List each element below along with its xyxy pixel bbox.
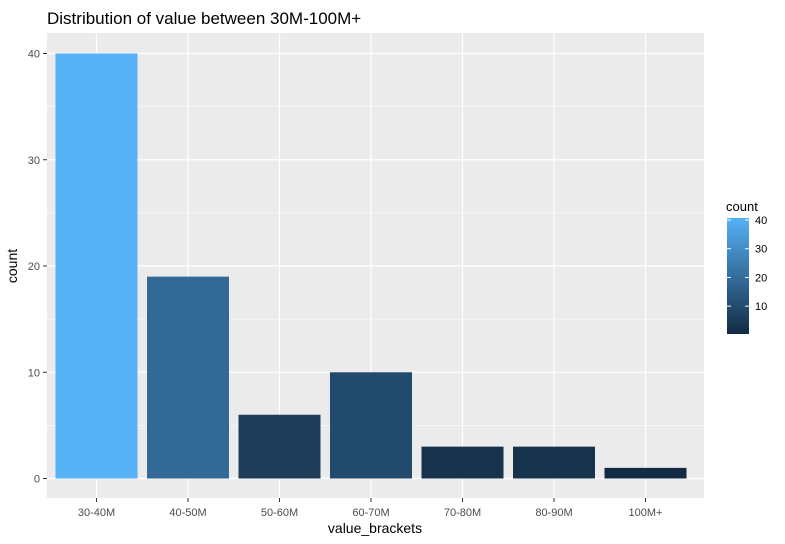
bar-80-90M: [513, 446, 595, 479]
y-tick-label: 20: [28, 261, 40, 273]
y-tick-label: 30: [28, 155, 40, 167]
bar-40-50M: [147, 276, 229, 479]
bar-50-60M: [238, 414, 321, 479]
bars-group: [55, 53, 687, 479]
legend-tick-label: 20: [755, 272, 767, 284]
bar-30-40M: [55, 53, 138, 479]
y-axis-label: count: [4, 249, 20, 283]
chart-title: Distribution of value between 30M-100M+: [47, 9, 361, 28]
y-tick-label: 10: [28, 367, 40, 379]
y-axis-ticks: 0 10 20 30 40: [28, 49, 47, 486]
x-tick-label: 80-90M: [535, 507, 572, 519]
bar-100M+: [604, 467, 687, 479]
bar-70-80M: [421, 446, 504, 479]
y-tick-label: 40: [28, 49, 40, 61]
legend: count 10 20 30 40: [726, 199, 767, 334]
x-tick-label: 100M+: [629, 507, 663, 519]
x-tick-label: 70-80M: [444, 507, 481, 519]
legend-ticks: 10 20 30 40: [727, 215, 767, 313]
legend-tick-label: 40: [755, 215, 767, 227]
y-tick-label: 0: [34, 474, 40, 486]
legend-colorbar: [727, 218, 749, 334]
bar-60-70M: [330, 372, 412, 479]
legend-title: count: [726, 199, 758, 214]
legend-tick-label: 10: [755, 301, 767, 313]
x-tick-label: 50-60M: [261, 507, 298, 519]
x-tick-label: 60-70M: [352, 507, 389, 519]
x-tick-label: 30-40M: [78, 507, 115, 519]
x-axis-label: value_brackets: [328, 520, 422, 536]
x-axis-ticks: 30-40M 40-50M 50-60M 60-70M 70-80M 80-90M 100M…: [78, 498, 663, 519]
x-tick-label: 40-50M: [169, 507, 206, 519]
legend-tick-label: 30: [755, 244, 767, 256]
